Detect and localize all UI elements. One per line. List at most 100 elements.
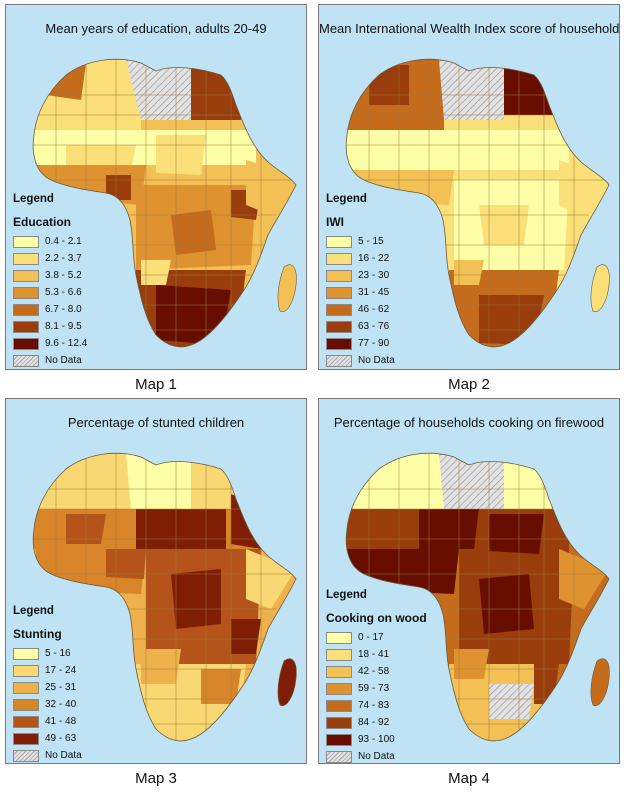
legend-class-row: 77 - 90 <box>326 335 395 352</box>
legend-class-label: 8.1 - 9.5 <box>45 321 82 332</box>
legend-class-label: 32 - 40 <box>45 699 77 710</box>
legend-swatch <box>326 337 352 350</box>
legend-swatch <box>13 337 39 350</box>
legend-class-row: 9.6 - 12.4 <box>13 335 87 352</box>
legend-class-row: 46 - 62 <box>326 301 395 318</box>
map-title: Percentage of households cooking on fire… <box>333 415 605 430</box>
legend-class-row: 74 - 83 <box>326 697 427 714</box>
legend-heading: Legend <box>13 193 54 205</box>
legend-swatch <box>13 269 39 282</box>
legend-class-row: 31 - 45 <box>326 284 395 301</box>
no-data-swatch <box>326 750 352 763</box>
legend-swatch <box>326 665 352 678</box>
legend-heading: Legend <box>13 605 54 617</box>
map-panel-education: Mean years of education, adults 20-49 Le… <box>5 4 307 370</box>
legend-variable: IWI <box>326 215 344 229</box>
africa-map <box>32 58 297 348</box>
legend-swatch <box>326 682 352 695</box>
legend-class-label: 46 - 62 <box>358 304 390 315</box>
legend-class-row: 63 - 76 <box>326 318 395 335</box>
legend-class-label: 2.2 - 3.7 <box>45 253 82 264</box>
legend-class-label: 0.4 - 2.1 <box>45 236 82 247</box>
legend-swatch <box>326 699 352 712</box>
legend-variable: Cooking on wood <box>326 611 427 625</box>
legend-swatch <box>326 320 352 333</box>
legend: Legend Cooking on wood 0 - 17 18 - 41 42 -… <box>326 589 427 763</box>
legend-class-label: 16 - 22 <box>358 253 390 264</box>
legend-swatch <box>326 269 352 282</box>
legend-class-row: 5.3 - 6.6 <box>13 284 87 301</box>
legend: Legend Stunting 5 - 16 17 - 24 25 - 31 32 -… <box>13 605 82 763</box>
legend-swatch <box>326 733 352 746</box>
legend-variable: Stunting <box>13 627 62 641</box>
legend-classes: 0 - 17 18 - 41 42 - 58 59 - 73 74 - 83 84 - 9… <box>326 629 427 748</box>
legend-class-label: 59 - 73 <box>358 683 390 694</box>
africa-map <box>32 452 297 742</box>
legend-class-label: 41 - 48 <box>45 716 77 727</box>
legend-class-row: 0 - 17 <box>326 629 427 646</box>
legend-class-row: 32 - 40 <box>13 696 82 713</box>
legend-class-label: 49 - 63 <box>45 733 77 744</box>
map-title: Percentage of stunted children <box>67 415 245 430</box>
legend-class-row: 23 - 30 <box>326 267 395 284</box>
legend-class-row: 5 - 16 <box>13 645 82 662</box>
legend-class-label: 3.8 - 5.2 <box>45 270 82 281</box>
legend-class-label: 17 - 24 <box>45 665 77 676</box>
legend-swatch <box>326 716 352 729</box>
legend-class-row: 6.7 - 8.0 <box>13 301 87 318</box>
legend-class-row: 0.4 - 2.1 <box>13 233 87 250</box>
no-data-swatch <box>13 354 39 367</box>
legend-no-data: No Data <box>326 748 427 763</box>
legend-swatch <box>13 698 39 711</box>
map-caption: Map 3 <box>135 770 177 787</box>
legend-class-row: 5 - 15 <box>326 233 395 250</box>
legend-swatch <box>13 681 39 694</box>
legend-class-row: 59 - 73 <box>326 680 427 697</box>
legend-swatch <box>326 235 352 248</box>
legend-class-label: 74 - 83 <box>358 700 390 711</box>
legend-classes: 5 - 15 16 - 22 23 - 30 31 - 45 46 - 62 63 - 7… <box>326 233 395 352</box>
map-panel-cooking-wood: Percentage of households cooking on fire… <box>318 398 620 764</box>
legend-class-row: 25 - 31 <box>13 679 82 696</box>
legend-class-row: 8.1 - 9.5 <box>13 318 87 335</box>
legend-classes: 0.4 - 2.1 2.2 - 3.7 3.8 - 5.2 5.3 - 6.6 6.7 … <box>13 233 87 352</box>
legend-class-label: 6.7 - 8.0 <box>45 304 82 315</box>
map-title: Mean years of education, adults 20-49 <box>45 21 267 36</box>
legend-swatch <box>13 647 39 660</box>
legend: Legend Education 0.4 - 2.1 2.2 - 3.7 3.8 -… <box>13 193 87 369</box>
legend-class-label: 9.6 - 12.4 <box>45 338 88 349</box>
legend-heading: Legend <box>326 589 367 601</box>
legend-swatch <box>13 303 39 316</box>
legend-class-label: 0 - 17 <box>358 632 384 643</box>
africa-map <box>345 452 610 742</box>
legend-swatch <box>326 631 352 644</box>
legend-swatch <box>326 286 352 299</box>
legend-swatch <box>13 732 39 745</box>
legend-class-row: 41 - 48 <box>13 713 82 730</box>
legend-variable: Education <box>13 215 72 229</box>
africa-map <box>345 58 610 348</box>
legend-class-label: 23 - 30 <box>358 270 390 281</box>
legend-class-row: 16 - 22 <box>326 250 395 267</box>
legend-class-row: 49 - 63 <box>13 730 82 747</box>
legend-class-label: 5.3 - 6.6 <box>45 287 82 298</box>
legend-swatch <box>13 664 39 677</box>
map-caption: Map 1 <box>135 376 177 393</box>
legend-class-row: 18 - 41 <box>326 646 427 663</box>
legend-class-label: 25 - 31 <box>45 682 77 693</box>
map-caption: Map 2 <box>448 376 490 393</box>
legend-class-row: 17 - 24 <box>13 662 82 679</box>
legend-class-label: 84 - 92 <box>358 717 390 728</box>
map-title: Mean International Wealth Index score of… <box>319 21 620 36</box>
legend-class-row: 3.8 - 5.2 <box>13 267 87 284</box>
legend-swatch <box>326 648 352 661</box>
legend-swatch <box>326 252 352 265</box>
legend: Legend IWI 5 - 15 16 - 22 23 - 30 31 - 45 46… <box>326 193 395 369</box>
legend-class-label: 42 - 58 <box>358 666 390 677</box>
legend-no-data: No Data <box>13 352 87 369</box>
map-caption: Map 4 <box>448 770 490 787</box>
legend-class-label: 5 - 15 <box>358 236 384 247</box>
legend-swatch <box>326 303 352 316</box>
legend-class-label: 18 - 41 <box>358 649 390 660</box>
legend-class-label: 31 - 45 <box>358 287 390 298</box>
